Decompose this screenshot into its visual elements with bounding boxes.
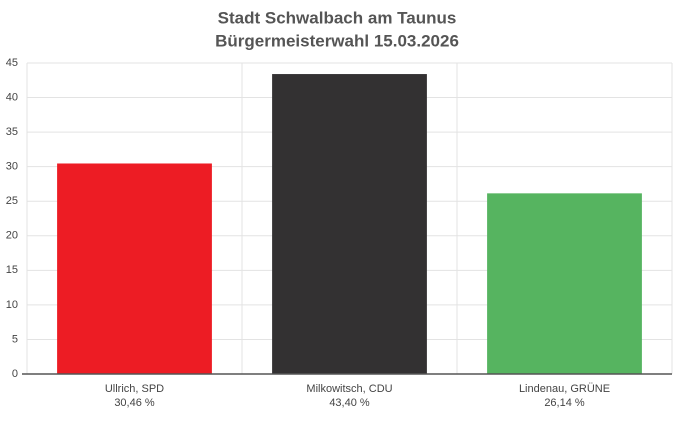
y-tick-label: 30 [6, 161, 18, 173]
y-tick-label: 15 [6, 264, 18, 276]
y-tick-label: 10 [6, 299, 18, 311]
value-label: 43,40 % [329, 397, 370, 409]
chart-title: Stadt Schwalbach am Taunus [218, 8, 457, 27]
chart-subtitle: Bürgermeisterwahl 15.03.2026 [215, 31, 459, 50]
bar [487, 193, 642, 374]
y-tick-label: 20 [6, 230, 18, 242]
y-tick-label: 35 [6, 126, 18, 138]
bar [57, 163, 212, 374]
y-tick-label: 45 [6, 57, 18, 69]
bar [272, 74, 427, 375]
y-tick-label: 40 [6, 91, 18, 103]
y-tick-label: 5 [12, 333, 18, 345]
y-tick-label: 0 [12, 368, 18, 380]
x-tick-label: Milkowitsch, CDU [306, 383, 392, 395]
x-tick-label: Lindenau, GRÜNE [519, 383, 610, 395]
value-label: 26,14 % [544, 397, 585, 409]
x-tick-label: Ullrich, SPD [105, 383, 164, 395]
value-label: 30,46 % [114, 397, 155, 409]
y-tick-label: 25 [6, 195, 18, 207]
